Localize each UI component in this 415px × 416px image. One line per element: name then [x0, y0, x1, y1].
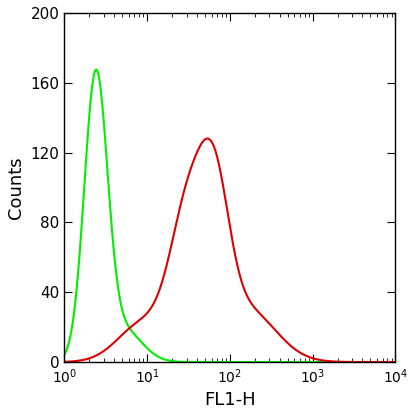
- Y-axis label: Counts: Counts: [7, 156, 25, 219]
- X-axis label: FL1-H: FL1-H: [204, 391, 256, 409]
